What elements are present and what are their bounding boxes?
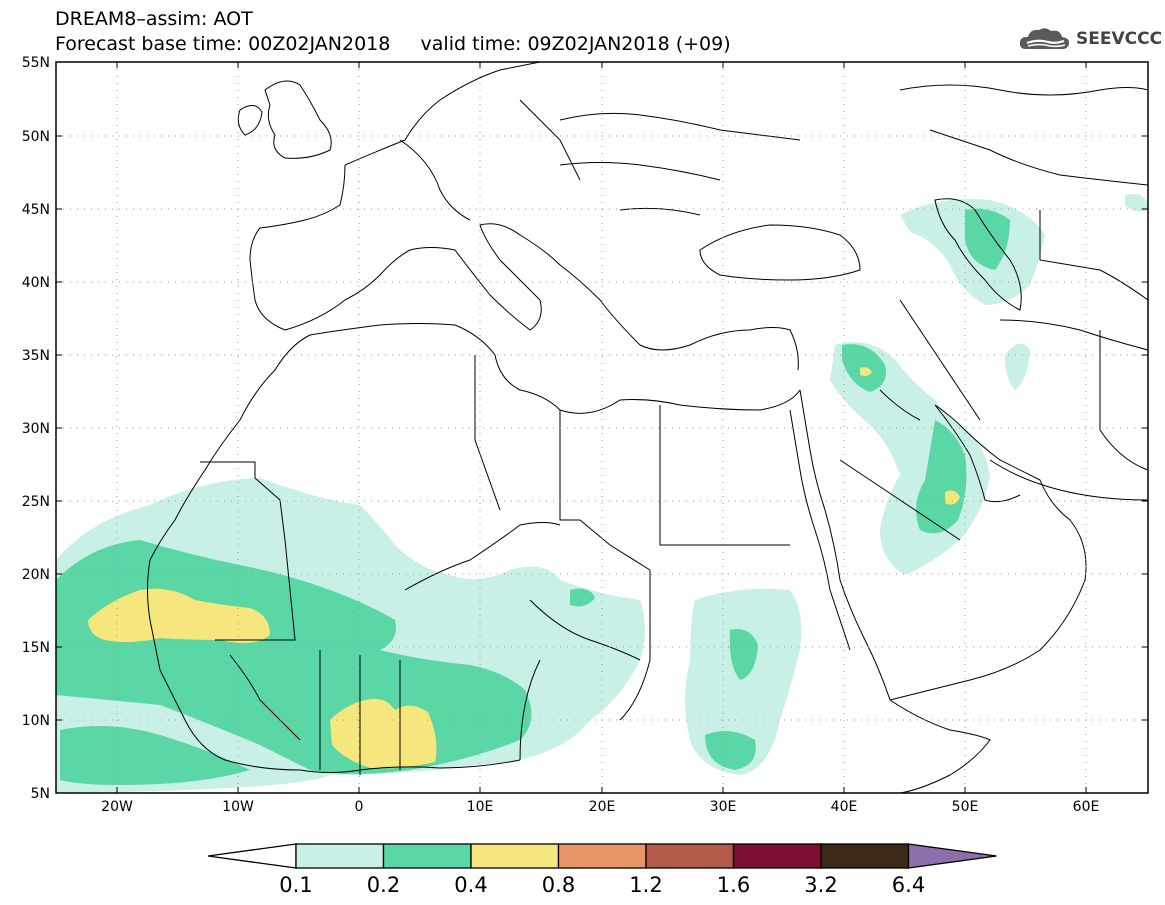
colorbar-label: 0.2 bbox=[367, 873, 400, 897]
cloud-icon bbox=[1019, 28, 1070, 49]
colorbar-segment bbox=[470, 843, 560, 869]
logo: SEEVCCC bbox=[1018, 24, 1162, 54]
colorbar-segment bbox=[295, 843, 385, 869]
colorbar-segment bbox=[557, 843, 647, 869]
colorbar-arrow-low bbox=[207, 843, 297, 869]
lat-lon-grid bbox=[56, 62, 1148, 793]
lon-label: 10E bbox=[467, 799, 494, 815]
lat-ticks bbox=[56, 135, 1148, 721]
lat-label: 50N bbox=[22, 129, 50, 145]
map-title: DREAM8–assim: AOT bbox=[55, 8, 253, 30]
colorbar: 0.1 0.2 0.4 0.8 1.2 1.6 3.2 6.4 bbox=[207, 843, 997, 897]
forecast-time-line: Forecast base time: 00Z02JAN2018 valid t… bbox=[55, 33, 731, 55]
aot-contour-fields bbox=[56, 194, 1148, 793]
lon-label: 0 bbox=[355, 799, 364, 815]
lat-labels: 55N 50N 45N 40N 35N 30N 25N 20N 15N 10N … bbox=[22, 55, 50, 802]
lon-label: 20E bbox=[589, 799, 616, 815]
lon-label: 10W bbox=[222, 799, 254, 815]
colorbar-label: 0.8 bbox=[542, 873, 575, 897]
lat-label: 20N bbox=[22, 567, 50, 583]
colorbar-arrow-high bbox=[907, 843, 997, 869]
lat-label: 15N bbox=[22, 640, 50, 656]
logo-text: SEEVCCC bbox=[1076, 29, 1163, 49]
aot-level-0.4 bbox=[88, 367, 960, 769]
lon-label: 50E bbox=[952, 799, 979, 815]
colorbar-label: 1.2 bbox=[629, 873, 662, 897]
lon-label: 40E bbox=[831, 799, 858, 815]
colorbar-label: 3.2 bbox=[804, 873, 837, 897]
lat-label: 40N bbox=[22, 275, 50, 291]
lon-label: 30E bbox=[710, 799, 737, 815]
lat-label: 55N bbox=[22, 55, 50, 71]
lat-label: 10N bbox=[22, 713, 50, 729]
colorbar-label: 0.1 bbox=[279, 873, 312, 897]
colorbar-segment bbox=[645, 843, 735, 869]
lat-label: 25N bbox=[22, 494, 50, 510]
colorbar-segment bbox=[820, 843, 910, 869]
coastlines-and-borders bbox=[147, 62, 1148, 793]
lat-label: 35N bbox=[22, 348, 50, 364]
lat-label: 30N bbox=[22, 421, 50, 437]
lon-label: 60E bbox=[1073, 799, 1100, 815]
lon-label: 20W bbox=[101, 799, 133, 815]
lon-ticks bbox=[116, 62, 1087, 793]
colorbar-segment bbox=[382, 843, 472, 869]
colorbar-label: 0.4 bbox=[454, 873, 487, 897]
lat-label: 5N bbox=[31, 786, 50, 802]
colorbar-segment bbox=[732, 843, 822, 869]
lat-label: 45N bbox=[22, 202, 50, 218]
colorbar-label: 6.4 bbox=[892, 873, 925, 897]
colorbar-label: 1.6 bbox=[717, 873, 750, 897]
lon-labels: 20W 10W 0 10E 20E 30E 40E 50E 60E bbox=[101, 799, 1099, 815]
